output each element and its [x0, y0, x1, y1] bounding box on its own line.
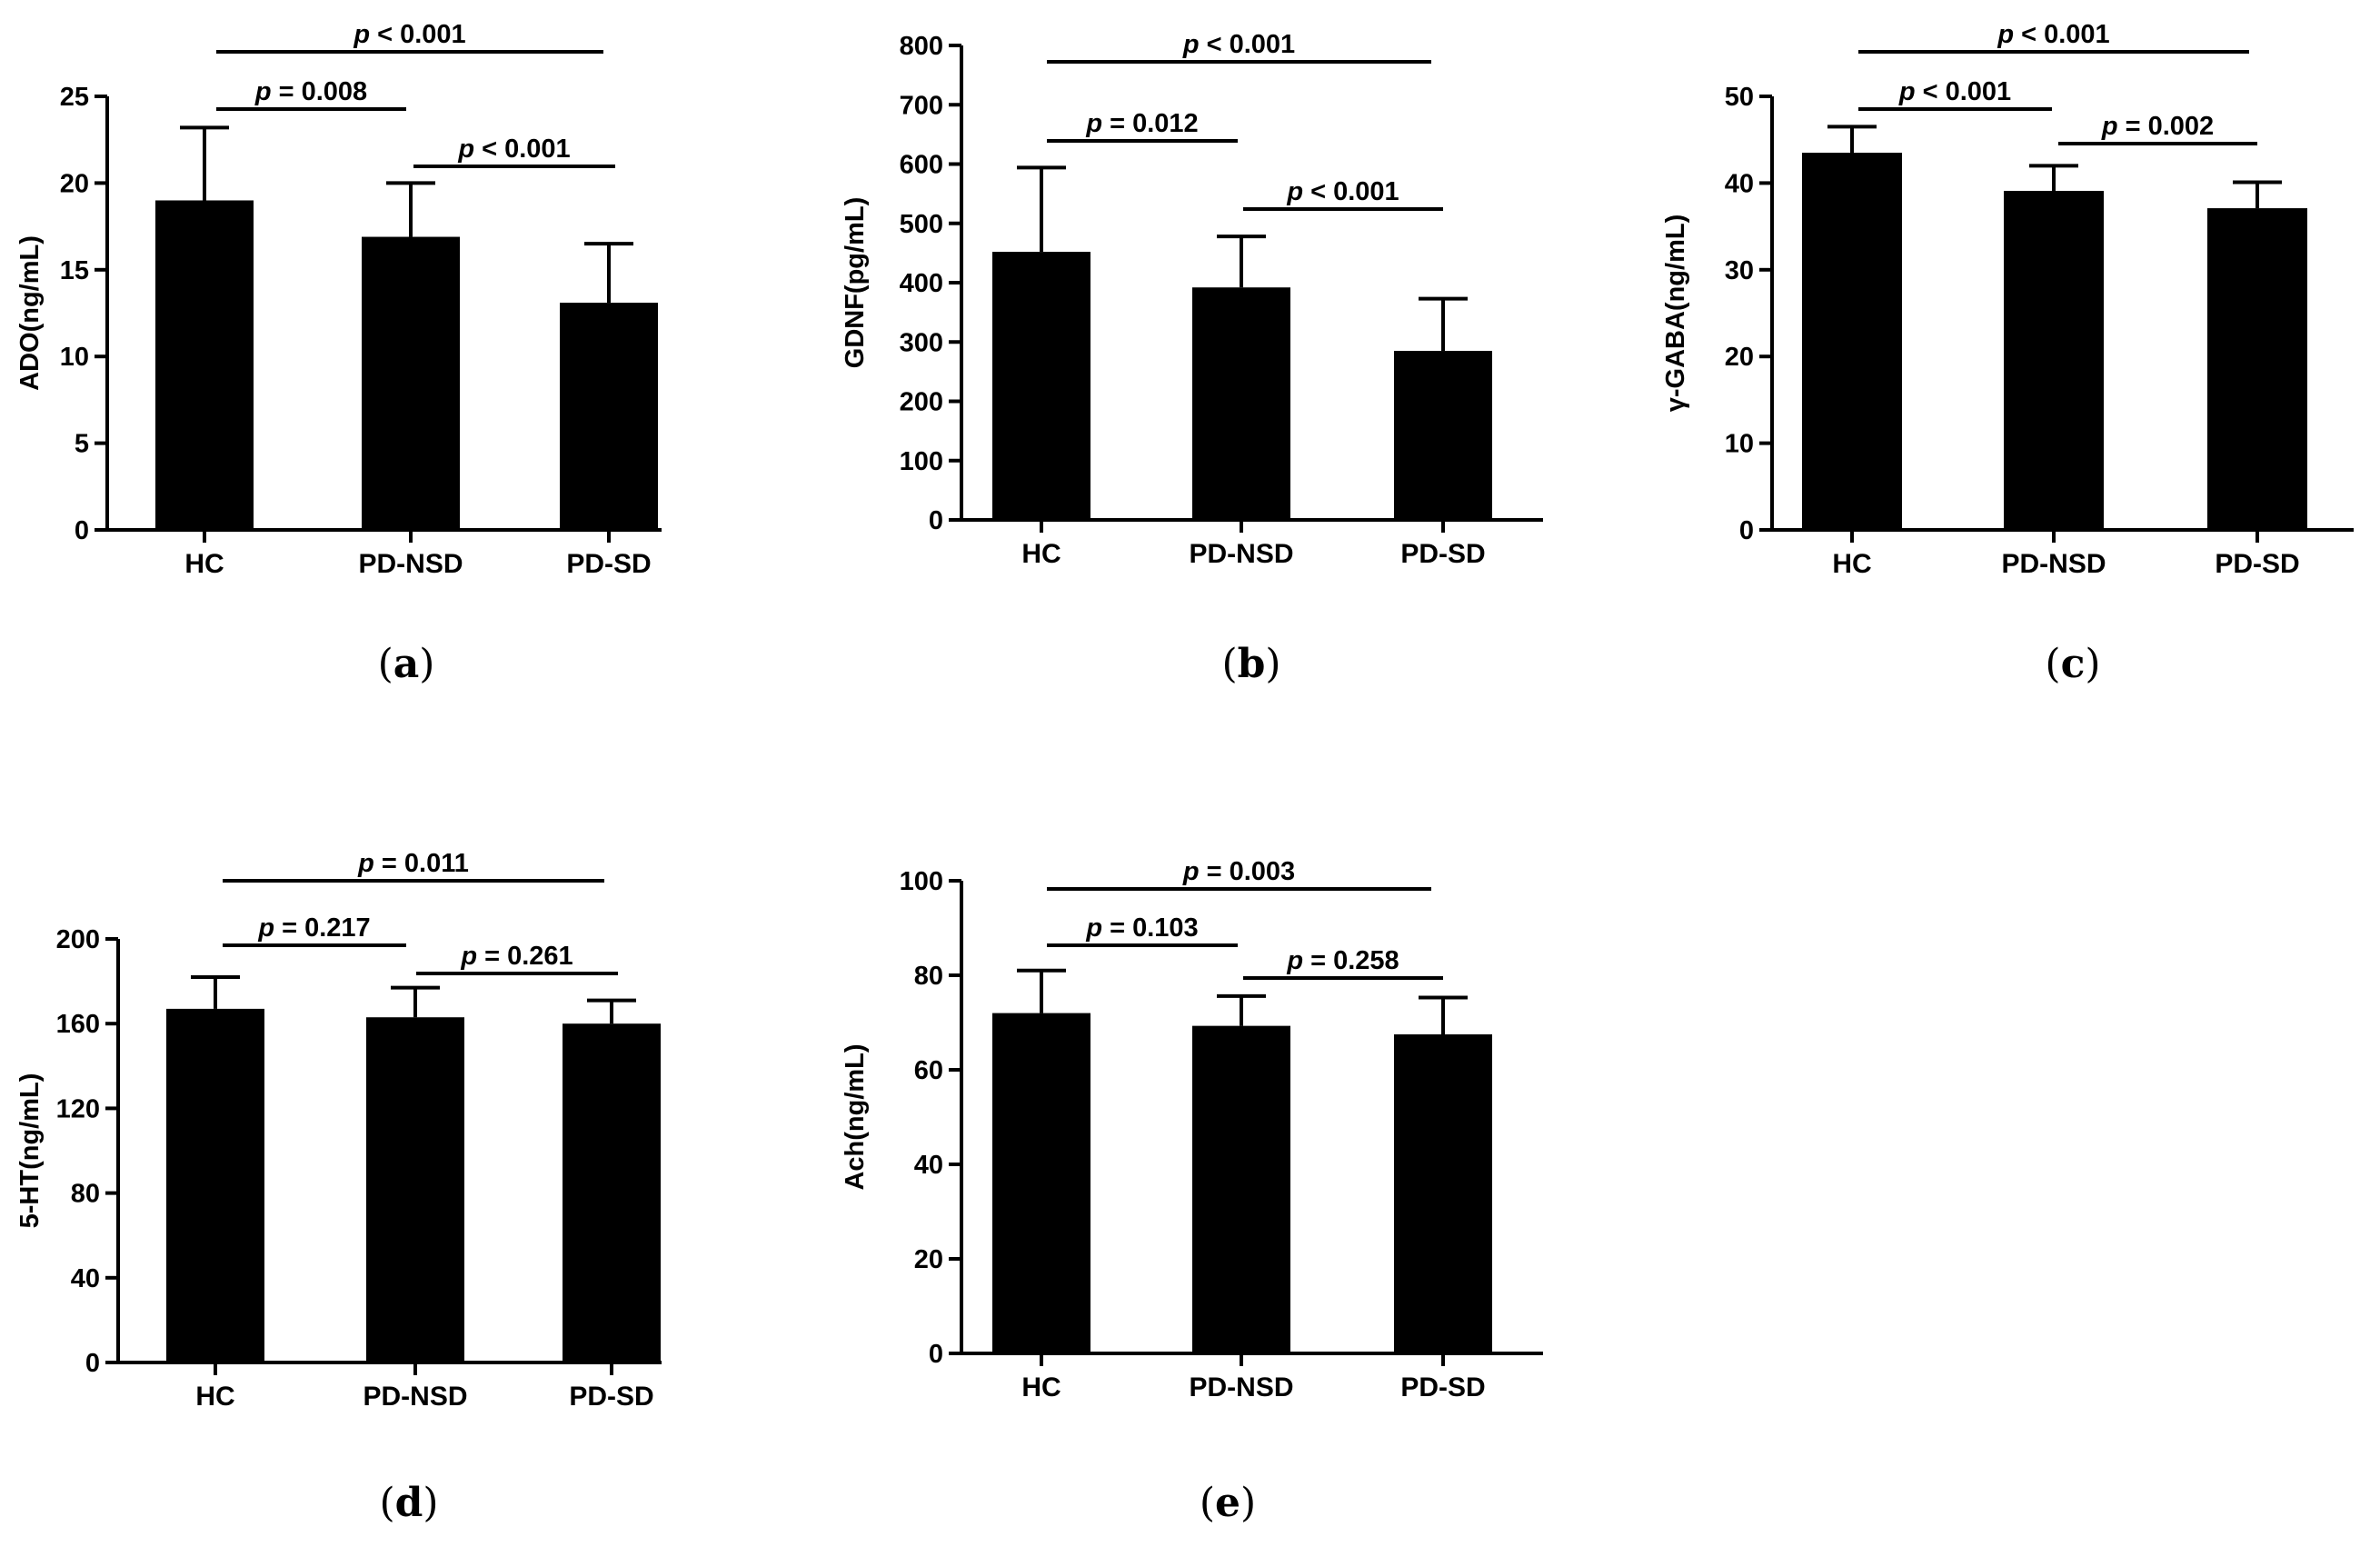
y-tick-label: 700 — [900, 91, 943, 120]
bar-pd-sd — [1394, 351, 1492, 520]
category-label-pd-nsd: PD-NSD — [363, 1382, 467, 1412]
panel-label-a: (a) — [378, 641, 435, 687]
bar-pd-nsd — [366, 1017, 464, 1362]
bar-hc — [166, 1008, 264, 1362]
category-label-hc: HC — [184, 549, 224, 579]
y-tick-label: 60 — [914, 1056, 943, 1085]
y-tick-label: 500 — [900, 210, 943, 239]
bar-pd-sd — [2207, 208, 2307, 531]
category-label-pd-sd: PD-SD — [566, 549, 651, 579]
y-tick-label: 10 — [60, 343, 89, 372]
y-tick-label: 100 — [900, 447, 943, 476]
category-label-hc: HC — [1832, 549, 1871, 579]
y-tick-label: 80 — [914, 962, 943, 991]
y-tick-label: 20 — [914, 1245, 943, 1274]
bar-hc — [1802, 153, 1902, 530]
p-value-label: p = 0.103 — [1085, 913, 1198, 943]
y-axis-title: 5-HT(ng/mL) — [15, 1073, 45, 1229]
y-axis-title: γ-GABA(ng/mL) — [1661, 215, 1690, 412]
chart-panel-e: 0 20 40 60 80 100 HC PD-NSD PD-SD Ach(ng/mL) p = 0… — [841, 857, 1543, 1402]
y-tick-label: 5 — [75, 430, 89, 459]
p-value-label: p < 0.001 — [1997, 20, 2109, 49]
bar-pd-nsd — [1192, 287, 1290, 520]
y-tick-label: 200 — [56, 925, 100, 954]
bar-pd-sd — [1394, 1034, 1492, 1353]
y-tick-label: 30 — [1725, 256, 1754, 285]
bar-pd-nsd — [2004, 190, 2104, 530]
y-tick-label: 0 — [1739, 516, 1754, 545]
y-tick-label: 200 — [900, 388, 943, 417]
y-tick-label: 40 — [71, 1264, 100, 1293]
chart-panel-b: 0 100 200 300 400 500 600 700 800 HC PD-NSD PD-SD GD… — [841, 30, 1543, 569]
category-label-pd-nsd: PD-NSD — [358, 549, 463, 579]
y-tick-label: 160 — [56, 1010, 100, 1039]
p-value-label: p = 0.258 — [1286, 946, 1399, 975]
panel-label-e: (e) — [1200, 1480, 1256, 1526]
p-value-label: p < 0.001 — [457, 135, 570, 164]
y-axis-title: ADO(ng/mL) — [15, 235, 45, 391]
category-label-pd-sd: PD-SD — [569, 1382, 653, 1412]
y-axis-title: Ach(ng/mL) — [841, 1043, 870, 1190]
y-tick-label: 0 — [929, 1340, 943, 1369]
y-tick-label: 0 — [85, 1349, 100, 1378]
category-label-hc: HC — [195, 1382, 234, 1412]
y-tick-label: 10 — [1725, 430, 1754, 459]
y-axis-title: GDNF(pg/mL) — [841, 197, 870, 368]
p-value-label: p = 0.002 — [2101, 112, 2214, 141]
p-value-label: p = 0.012 — [1085, 109, 1198, 138]
p-value-label: p < 0.001 — [1182, 30, 1295, 59]
y-tick-label: 40 — [914, 1151, 943, 1180]
p-value-label: p < 0.001 — [1286, 177, 1399, 206]
p-value-label: p = 0.261 — [460, 942, 573, 971]
category-label-pd-sd: PD-SD — [2215, 549, 2299, 579]
y-tick-label: 15 — [60, 256, 89, 285]
y-tick-label: 40 — [1725, 169, 1754, 198]
category-label-hc: HC — [1021, 539, 1061, 569]
y-tick-label: 50 — [1725, 83, 1754, 112]
chart-panel-a: 0 5 10 15 20 25 HC PD-NSD PD-SD ADO(ng/mL) p = 0.0… — [15, 20, 662, 579]
p-value-label: p = 0.008 — [254, 77, 367, 106]
y-tick-label: 20 — [60, 169, 89, 198]
bar-pd-nsd — [362, 236, 460, 530]
y-tick-label: 100 — [900, 867, 943, 896]
p-value-label: p < 0.001 — [353, 20, 465, 49]
p-value-label: p = 0.217 — [257, 913, 370, 943]
y-tick-label: 800 — [900, 32, 943, 61]
bar-pd-sd — [563, 1023, 661, 1362]
bar-hc — [155, 200, 254, 531]
category-label-pd-sd: PD-SD — [1400, 539, 1485, 569]
p-value-label: p = 0.003 — [1182, 857, 1295, 886]
category-label-pd-nsd: PD-NSD — [1189, 539, 1293, 569]
panel-label-b: (b) — [1221, 641, 1280, 687]
category-label-pd-nsd: PD-NSD — [2001, 549, 2106, 579]
y-tick-label: 0 — [75, 516, 89, 545]
y-tick-label: 80 — [71, 1180, 100, 1209]
category-label-pd-nsd: PD-NSD — [1189, 1372, 1293, 1402]
p-value-label: p < 0.001 — [1898, 77, 2011, 106]
y-tick-label: 400 — [900, 269, 943, 298]
bar-hc — [992, 252, 1090, 520]
p-value-label: p = 0.011 — [357, 849, 469, 878]
y-tick-label: 120 — [56, 1094, 100, 1123]
category-label-pd-sd: PD-SD — [1400, 1372, 1485, 1402]
category-label-hc: HC — [1021, 1372, 1061, 1402]
y-tick-label: 25 — [60, 83, 89, 112]
panel-label-d: (d) — [379, 1480, 438, 1526]
bar-pd-nsd — [1192, 1025, 1290, 1353]
y-tick-label: 300 — [900, 328, 943, 357]
bar-hc — [992, 1013, 1090, 1353]
panel-label-c: (c) — [2045, 641, 2100, 687]
bar-pd-sd — [560, 303, 658, 530]
chart-panel-c: 0 10 20 30 40 50 HC PD-NSD PD-SD γ-GABA(ng/mL) p <… — [1661, 20, 2354, 579]
chart-panel-d: 0 40 80 120 160 200 HC PD-NSD PD-SD 5-HT(ng/mL) p … — [15, 849, 662, 1412]
y-tick-label: 20 — [1725, 343, 1754, 372]
y-tick-label: 0 — [929, 506, 943, 535]
y-tick-label: 600 — [900, 151, 943, 180]
